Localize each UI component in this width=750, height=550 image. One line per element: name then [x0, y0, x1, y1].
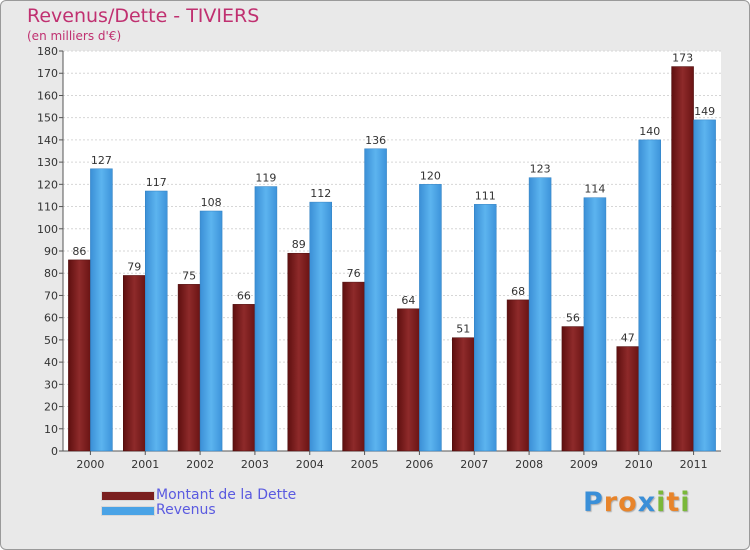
- bar-revenus: [254, 186, 278, 452]
- bar-dette: [506, 299, 530, 452]
- x-tick-label: 2001: [131, 458, 159, 471]
- bar-dette: [616, 346, 639, 452]
- y-tick-label: 170: [37, 67, 58, 80]
- bar-revenus: [145, 190, 168, 452]
- bar-revenus: [309, 201, 332, 452]
- bar-dette: [397, 308, 420, 452]
- data-label-revenus: 136: [365, 134, 386, 147]
- data-label-dette: 76: [347, 267, 361, 280]
- logo-letter: P: [583, 487, 604, 518]
- y-tick-label: 110: [37, 201, 58, 214]
- data-label-revenus: 127: [91, 154, 112, 167]
- data-label-revenus: 120: [420, 169, 441, 182]
- y-tick-label: 0: [51, 445, 58, 458]
- data-label-dette: 66: [237, 289, 251, 302]
- data-label-revenus: 108: [201, 196, 222, 209]
- proxiti-logo: Proxiti: [583, 487, 691, 518]
- data-label-dette: 51: [456, 323, 470, 336]
- data-label-dette: 75: [182, 269, 196, 282]
- x-tick-label: 2004: [296, 458, 324, 471]
- chart-title: Revenus/Dette - TIVIERS: [27, 5, 260, 27]
- bar-dette: [452, 337, 475, 452]
- x-tick-label: 2003: [241, 458, 269, 471]
- y-tick-label: 100: [37, 223, 58, 236]
- bar-revenus: [638, 139, 661, 452]
- bar-revenus: [90, 168, 113, 452]
- bar-revenus: [199, 210, 223, 452]
- logo-letter: i: [680, 487, 691, 518]
- logo-letter: o: [618, 487, 638, 518]
- bar-revenus: [583, 197, 607, 452]
- data-label-revenus: 123: [530, 163, 551, 176]
- y-tick-label: 90: [44, 245, 58, 258]
- y-tick-label: 130: [37, 156, 58, 169]
- y-tick-label: 20: [44, 401, 58, 414]
- x-tick-label: 2000: [76, 458, 104, 471]
- y-tick-label: 160: [37, 89, 58, 102]
- legend-label-revenus: Revenus: [156, 502, 216, 518]
- y-tick-label: 10: [44, 423, 58, 436]
- data-label-dette: 89: [292, 238, 306, 251]
- data-label-dette: 68: [511, 285, 525, 298]
- data-label-revenus: 149: [694, 105, 715, 118]
- data-label-dette: 173: [672, 52, 693, 65]
- legend-swatch-dette: [101, 491, 155, 501]
- bar-revenus: [419, 184, 442, 452]
- data-label-revenus: 111: [475, 189, 496, 202]
- data-label-dette: 64: [401, 294, 415, 307]
- data-label-dette: 86: [72, 245, 86, 258]
- logo-letter: i: [656, 487, 667, 518]
- y-tick-label: 120: [37, 178, 58, 191]
- bar-dette: [287, 252, 310, 452]
- bar-revenus: [474, 204, 497, 452]
- logo-letter: t: [666, 487, 681, 518]
- bar-dette: [342, 281, 365, 452]
- data-label-revenus: 114: [584, 183, 605, 196]
- bar-dette: [671, 66, 694, 452]
- bar-dette: [123, 275, 146, 452]
- x-tick-label: 2007: [460, 458, 488, 471]
- chart-subtitle: (en milliers d'€): [27, 29, 122, 43]
- data-label-dette: 47: [621, 332, 635, 345]
- legend-label-dette: Montant de la Dette: [156, 487, 297, 503]
- data-label-revenus: 112: [310, 187, 331, 200]
- bar-revenus: [364, 148, 387, 452]
- x-tick-label: 2010: [625, 458, 653, 471]
- data-label-revenus: 140: [639, 125, 660, 138]
- bar-revenus: [693, 119, 716, 452]
- data-label-dette: 56: [566, 312, 580, 325]
- y-tick-label: 60: [44, 312, 58, 325]
- logo-letter: r: [603, 487, 619, 518]
- data-label-dette: 79: [127, 260, 141, 273]
- logo-letter: x: [637, 487, 657, 518]
- y-tick-label: 40: [44, 356, 58, 369]
- y-tick-label: 150: [37, 112, 58, 125]
- legend-swatch-revenus: [101, 506, 155, 516]
- bar-dette: [561, 326, 585, 452]
- y-tick-label: 180: [37, 45, 58, 58]
- y-tick-label: 70: [44, 289, 58, 302]
- x-tick-label: 2006: [405, 458, 433, 471]
- y-tick-label: 30: [44, 378, 58, 391]
- x-tick-label: 2009: [570, 458, 598, 471]
- x-tick-label: 2011: [680, 458, 708, 471]
- y-tick-label: 50: [44, 334, 58, 347]
- y-tick-label: 140: [37, 134, 58, 147]
- data-label-revenus: 119: [255, 172, 276, 185]
- bar-dette: [177, 284, 201, 452]
- bar-dette: [232, 304, 256, 452]
- bar-dette: [68, 259, 91, 452]
- x-tick-label: 2005: [351, 458, 379, 471]
- bar-revenus: [528, 177, 552, 452]
- data-label-revenus: 117: [146, 176, 167, 189]
- y-tick-label: 80: [44, 267, 58, 280]
- x-tick-label: 2008: [515, 458, 543, 471]
- x-tick-label: 2002: [186, 458, 214, 471]
